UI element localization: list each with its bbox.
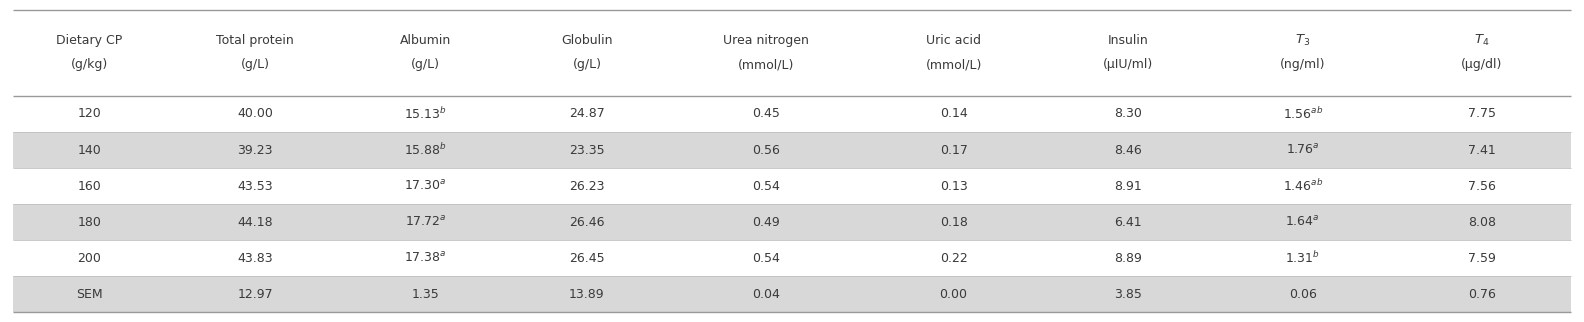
Text: 17.38$^{a}$: 17.38$^{a}$	[404, 251, 447, 265]
Text: 1.31$^{b}$: 1.31$^{b}$	[1285, 250, 1321, 266]
Text: 17.72$^{a}$: 17.72$^{a}$	[404, 215, 447, 229]
Text: 39.23: 39.23	[238, 144, 272, 156]
Text: (g/L): (g/L)	[410, 58, 440, 71]
Text: 17.30$^{a}$: 17.30$^{a}$	[404, 179, 447, 193]
Text: 0.22: 0.22	[939, 252, 968, 265]
Text: 8.91: 8.91	[1115, 180, 1142, 193]
Text: 1.46$^{ab}$: 1.46$^{ab}$	[1283, 178, 1323, 194]
Text: 0.76: 0.76	[1468, 288, 1495, 301]
Text: 8.30: 8.30	[1114, 108, 1142, 120]
Text: 24.87: 24.87	[569, 108, 605, 120]
Text: 3.85: 3.85	[1114, 288, 1142, 301]
Text: Urea nitrogen: Urea nitrogen	[722, 34, 809, 47]
Text: (μIU/ml): (μIU/ml)	[1102, 58, 1153, 71]
Text: 1.35: 1.35	[412, 288, 439, 301]
Text: 0.54: 0.54	[752, 252, 779, 265]
Text: 12.97: 12.97	[238, 288, 272, 301]
Text: Uric acid: Uric acid	[927, 34, 980, 47]
Text: 160: 160	[78, 180, 101, 193]
Text: 0.54: 0.54	[752, 180, 779, 193]
Text: 1.56$^{ab}$: 1.56$^{ab}$	[1283, 106, 1323, 122]
Text: 120: 120	[78, 108, 101, 120]
Text: 180: 180	[78, 216, 101, 229]
Text: 0.14: 0.14	[939, 108, 968, 120]
Text: 8.08: 8.08	[1468, 216, 1495, 229]
Text: 0.04: 0.04	[752, 288, 779, 301]
Text: (mmol/L): (mmol/L)	[738, 58, 794, 71]
Text: 6.41: 6.41	[1115, 216, 1142, 229]
Text: Albumin: Albumin	[399, 34, 451, 47]
Bar	[13, 276, 1571, 312]
Text: (g/kg): (g/kg)	[71, 58, 108, 71]
Text: 140: 140	[78, 144, 101, 156]
Text: 23.35: 23.35	[569, 144, 605, 156]
Text: 43.83: 43.83	[238, 252, 272, 265]
Text: (μg/dl): (μg/dl)	[1460, 58, 1503, 71]
Text: 0.18: 0.18	[939, 216, 968, 229]
Text: 40.00: 40.00	[238, 108, 272, 120]
Text: 26.23: 26.23	[569, 180, 605, 193]
Text: 15.88$^{b}$: 15.88$^{b}$	[404, 142, 447, 158]
Text: SEM: SEM	[76, 288, 103, 301]
Text: $T_4$: $T_4$	[1475, 33, 1489, 48]
Bar	[13, 132, 1571, 168]
Text: 0.00: 0.00	[939, 288, 968, 301]
Bar	[13, 204, 1571, 240]
Text: (mmol/L): (mmol/L)	[925, 58, 982, 71]
Text: 0.49: 0.49	[752, 216, 779, 229]
Text: 8.89: 8.89	[1114, 252, 1142, 265]
Text: 43.53: 43.53	[238, 180, 272, 193]
Text: 1.76$^{a}$: 1.76$^{a}$	[1286, 143, 1319, 157]
Text: Globulin: Globulin	[561, 34, 613, 47]
Text: 26.46: 26.46	[569, 216, 605, 229]
Text: 7.75: 7.75	[1468, 108, 1495, 120]
Text: Insulin: Insulin	[1107, 34, 1148, 47]
Text: 0.06: 0.06	[1289, 288, 1316, 301]
Text: 7.56: 7.56	[1468, 180, 1495, 193]
Text: Dietary CP: Dietary CP	[55, 34, 122, 47]
Text: (ng/ml): (ng/ml)	[1280, 58, 1326, 71]
Text: 0.45: 0.45	[752, 108, 779, 120]
Text: 7.41: 7.41	[1468, 144, 1495, 156]
Text: 0.13: 0.13	[939, 180, 968, 193]
Text: 0.56: 0.56	[752, 144, 779, 156]
Text: 44.18: 44.18	[238, 216, 272, 229]
Text: 13.89: 13.89	[569, 288, 605, 301]
Text: $T_3$: $T_3$	[1296, 33, 1310, 48]
Text: 7.59: 7.59	[1468, 252, 1495, 265]
Text: 8.46: 8.46	[1115, 144, 1142, 156]
Text: (g/L): (g/L)	[241, 58, 269, 71]
Text: 26.45: 26.45	[569, 252, 605, 265]
Text: 1.64$^{a}$: 1.64$^{a}$	[1286, 215, 1319, 229]
Text: 15.13$^{b}$: 15.13$^{b}$	[404, 106, 447, 122]
Text: Total protein: Total protein	[215, 34, 295, 47]
Text: 200: 200	[78, 252, 101, 265]
Text: 0.17: 0.17	[939, 144, 968, 156]
Text: (g/L): (g/L)	[572, 58, 602, 71]
